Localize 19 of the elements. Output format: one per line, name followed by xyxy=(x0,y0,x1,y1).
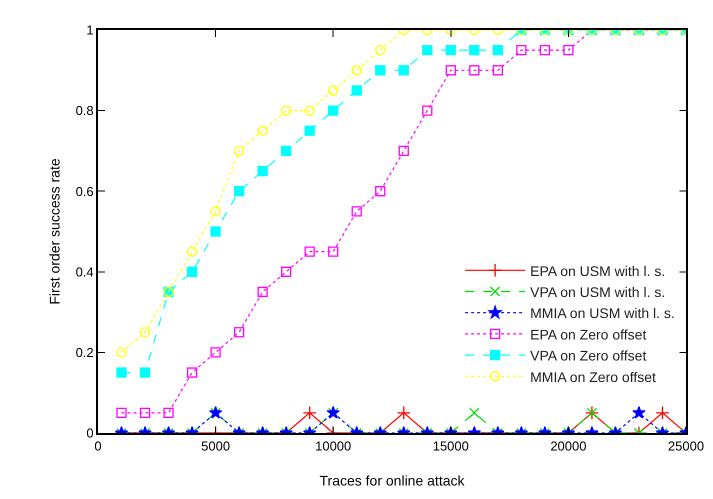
y-axis-title: First order success rate xyxy=(46,158,62,305)
legend-label: EPA on USM with l. s. xyxy=(530,262,666,279)
legend-label: MMIA on USM with l. s. xyxy=(530,305,675,322)
y-tick-label: 0 xyxy=(86,426,94,441)
legend-label: MMIA on Zero offset xyxy=(530,368,656,385)
x-tick-label: 5000 xyxy=(201,438,230,454)
x-tick-label: 10000 xyxy=(315,438,352,454)
y-tick-label: 0.6 xyxy=(76,184,94,199)
y-tick-label: 0.8 xyxy=(76,103,94,118)
x-tick-label: 15000 xyxy=(432,438,469,454)
legend-label: VPA on USM with l. s. xyxy=(530,284,666,300)
x-tick-label: 20000 xyxy=(550,438,586,454)
y-tick-label: 0.4 xyxy=(76,264,94,280)
legend-label: VPA on Zero offset xyxy=(530,348,646,364)
y-tick-label: 0.2 xyxy=(76,344,94,360)
x-tick-label: 25000 xyxy=(668,438,704,454)
legend-label: EPA on Zero offset xyxy=(530,326,646,342)
y-tick-label: 1 xyxy=(86,22,94,38)
x-axis-title: Traces for online attack xyxy=(320,472,466,488)
